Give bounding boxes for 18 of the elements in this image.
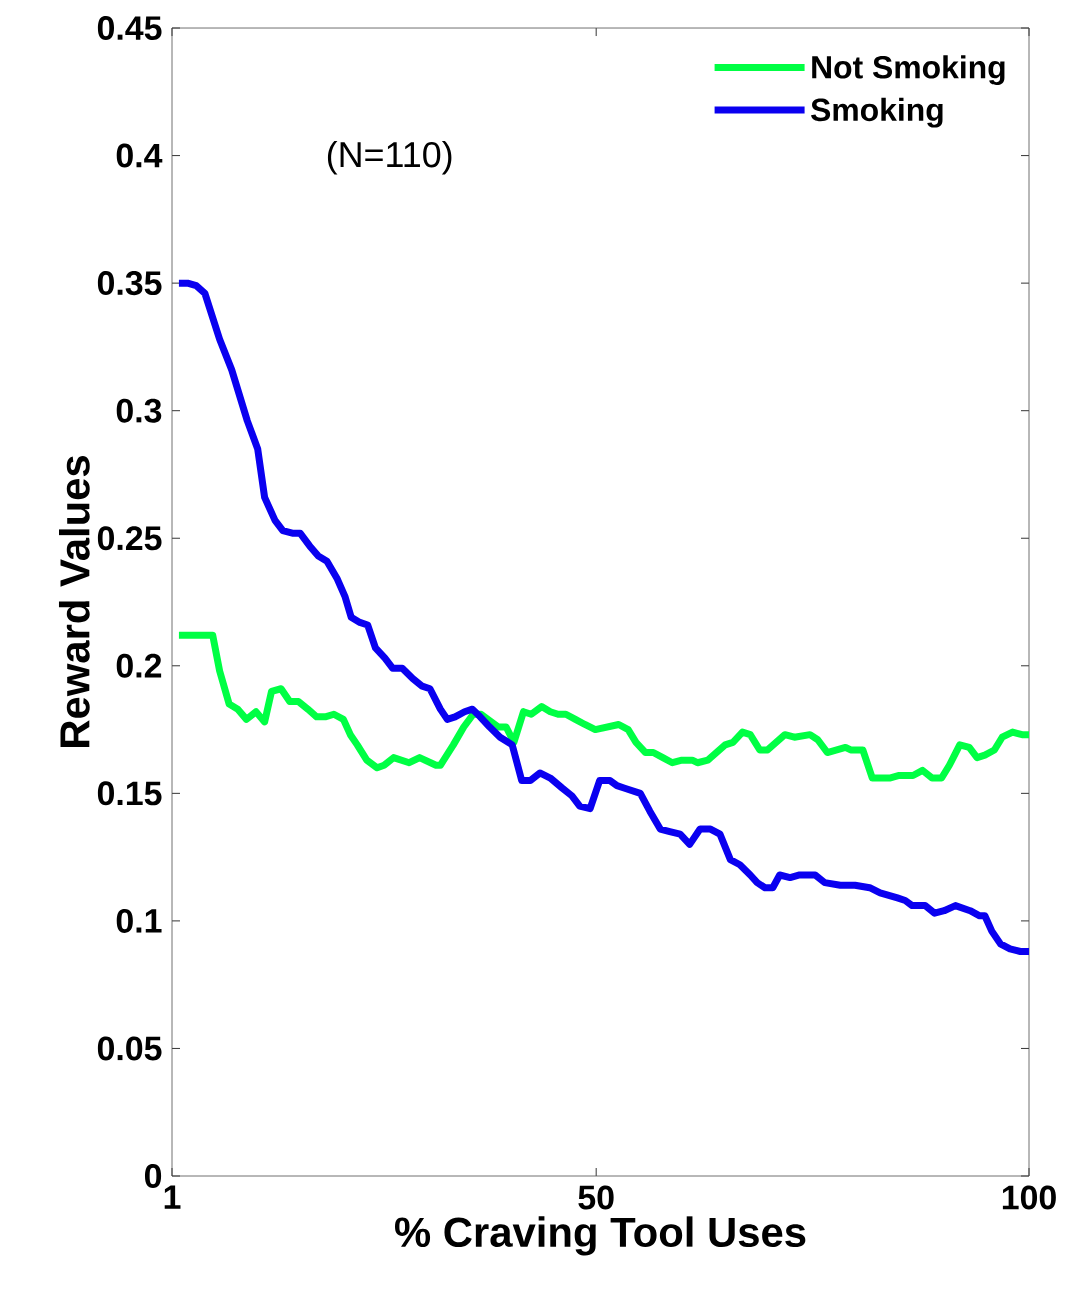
y-tick-label: 0.15 <box>97 781 162 806</box>
legend-label: Smoking <box>811 97 943 128</box>
x-axis-title: % Craving Tool Uses <box>395 1216 806 1256</box>
y-tick-label: 0.3 <box>116 398 162 423</box>
x-tick-label: 50 <box>578 1185 614 1210</box>
y-tick-label: 0.05 <box>97 1036 162 1061</box>
y-tick-label: 0.4 <box>116 143 163 168</box>
y-tick-label: 0.45 <box>97 16 162 41</box>
y-tick-label: 0.1 <box>116 908 162 933</box>
y-tick-label: 0.2 <box>116 653 162 678</box>
y-tick-label: 0.25 <box>97 526 162 551</box>
legend-label: Not Smoking <box>812 55 1005 86</box>
x-tick-label: 100 <box>1002 1185 1056 1210</box>
x-tick-label: 1 <box>164 1185 181 1209</box>
y-tick-label: 0.35 <box>97 271 162 296</box>
y-tick-label: 0 <box>144 1164 162 1188</box>
annotation: (N=110) <box>327 141 452 175</box>
y-axis-title: Reward Values <box>58 456 90 747</box>
